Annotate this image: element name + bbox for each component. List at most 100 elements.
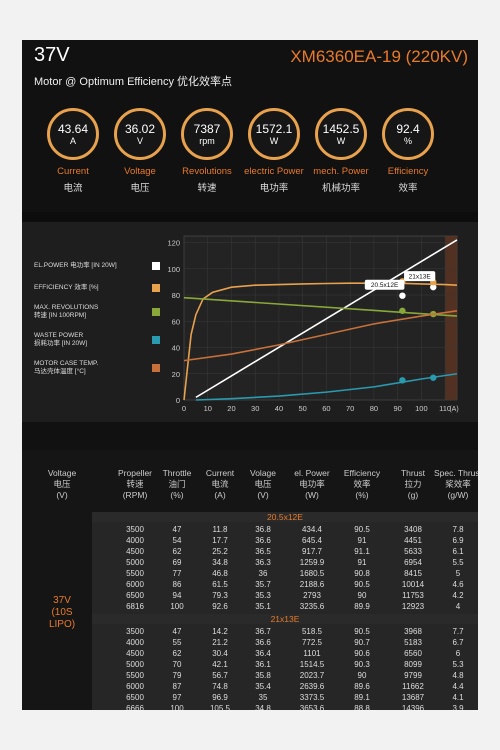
summary-panel: 37V XM6360EA-19 (220KV) Motor @ Optimum … [22, 40, 478, 212]
annotation-box [364, 279, 405, 290]
legend-swatch [152, 308, 160, 316]
table-cell: 94 [172, 591, 182, 600]
x-tick-label: 50 [299, 404, 307, 413]
table-cell: 4 [455, 602, 461, 611]
table-row: 6000 87 74.8 35.4 2639.6 89.6 11662 4.4 [22, 681, 478, 692]
table-cell: 4.2 [452, 591, 464, 600]
gauge-label-en: Revolutions [182, 166, 232, 177]
table-cell: 2639.6 [299, 682, 325, 691]
table-cell: 89.6 [354, 682, 370, 691]
table-cell: 6954 [404, 558, 422, 567]
table-cell: 14.2 [212, 627, 228, 636]
column-header-line: 拉力 [404, 479, 422, 489]
table-cell: 2023.7 [299, 671, 325, 680]
table-cell: 100 [170, 704, 184, 710]
section-header: 20.5x12E [92, 512, 478, 522]
table-cell: 645.4 [301, 536, 323, 545]
table-cell: 89.1 [354, 693, 370, 702]
table-cell: 434.4 [301, 525, 323, 534]
model-title: XM6360EA-19 (220KV) [290, 47, 468, 66]
series-line [183, 296, 458, 317]
series-point [399, 292, 406, 299]
column-header-line: Propeller [117, 468, 153, 478]
table-row: 5500 77 46.8 36 1680.5 90.8 8415 5 [22, 568, 478, 579]
table-cell: 47 [172, 525, 182, 534]
column-header: Current 电流 (A) [206, 468, 234, 501]
gauge-label-en: Efficiency [387, 166, 429, 177]
table-cell: 36.4 [255, 649, 271, 658]
table-row: 6500 97 96.9 35 3373.5 89.1 13687 4.1 [22, 692, 478, 703]
gauge-ring: 43.64 A [47, 108, 99, 160]
gauge-ring: 1572.1 W [248, 108, 300, 160]
table-cell: 100 [170, 602, 184, 611]
gauge-revolutions: 7387 rpm Revolutions 转速 [176, 108, 238, 194]
table-cell: 90.5 [354, 525, 370, 534]
table-row: 6666 100 105.5 34.8 3653.6 88.8 14396 3.9 [22, 703, 478, 710]
table-cell: 6.1 [452, 547, 464, 556]
series-line [195, 372, 458, 401]
table-cell: 30.4 [212, 649, 228, 658]
series-point [399, 307, 406, 314]
table-cell: 5 [455, 569, 461, 578]
table-cell: 90.3 [354, 660, 370, 669]
x-tick-label: 110 [439, 404, 451, 413]
table-cell: 3.9 [452, 704, 464, 710]
legend-item-case-temp: MOTOR CASE TEMP. 马达壳体温度 [°C] [34, 360, 160, 376]
gauge-unit: % [403, 135, 412, 146]
table-cell: 35.1 [255, 602, 271, 611]
legend-label: MAX. REVOLUTIONS [34, 304, 99, 311]
table-cell: 6 [455, 649, 461, 658]
table-cell: 518.5 [301, 627, 323, 636]
column-header: Voltage 电压 (V) [48, 468, 76, 501]
y-tick-label: 60 [172, 317, 180, 326]
table-cell: 917.7 [301, 547, 323, 556]
table-cell: 5.3 [452, 660, 464, 669]
column-header-line: 效率 [353, 479, 371, 489]
table-row: 3500 47 11.8 36.8 434.4 90.5 3408 7.8 [22, 524, 478, 535]
gauge-label-cn: 机械功率 [321, 183, 360, 194]
column-header: Throttle 油门 (%) [163, 468, 192, 501]
column-header-line: 桨效率 [445, 479, 471, 489]
x-tick-label: 60 [322, 404, 330, 413]
x-tick-label: 20 [227, 404, 235, 413]
table-cell: 36.3 [255, 558, 271, 567]
column-header-line: (W) [305, 490, 319, 500]
column-header-line: 电压 [53, 479, 71, 489]
table-cell: 105.5 [209, 704, 231, 710]
gauge-label-cn: 电流 [63, 183, 83, 194]
column-header-line: Efficiency [343, 468, 381, 478]
table-cell: 79 [172, 671, 182, 680]
table-cell: 90 [357, 591, 367, 600]
column-header-line: Throttle [162, 468, 192, 478]
spec-card: 37V XM6360EA-19 (220KV) Motor @ Optimum … [22, 40, 478, 710]
legend-label-2: 损耗功率 [IN 20W] [34, 340, 88, 347]
table-cell: 69 [172, 558, 182, 567]
table-cell: 17.7 [212, 536, 228, 545]
table-cell: 6666 [126, 704, 144, 710]
table-row: 3500 47 14.2 36.7 518.5 90.5 3968 7.7 [22, 626, 478, 637]
annotation-label: 20.5x12E [371, 282, 399, 289]
x-tick-label: 90 [393, 404, 401, 413]
column-header-line: 电流 [211, 479, 229, 489]
gauge-label-cn: 电功率 [259, 183, 289, 194]
annotation-box [404, 271, 436, 282]
table-cell: 35.4 [255, 682, 271, 691]
gauge-ring: 1452.5 W [315, 108, 367, 160]
table-cell: 11662 [402, 682, 424, 691]
table-cell: 5.5 [452, 558, 464, 567]
performance-table: Voltage 电压 (V) Propeller 转速 (RPM) Throttle 油门 (%… [22, 450, 478, 710]
table-row: 6816 100 92.6 35.1 3235.6 89.9 12923 4 [22, 601, 478, 612]
gauge-value: 36.02 [124, 121, 156, 136]
column-header: Spec. Thrust 桨效率 (g/W) [434, 468, 478, 501]
voltage-title: 37V [34, 44, 70, 66]
table-cell: 55 [172, 638, 182, 647]
gauge-label-en: electric Power [244, 166, 304, 177]
legend-item-waste-power: WASTE POWER 损耗功率 [IN 20W] [34, 332, 160, 348]
legend-label: EFFICIENCY 效率 [%] [34, 284, 99, 291]
gauge-row: 43.64 A Current 电流 36.02 V Voltage 电压 7387… [42, 108, 472, 208]
table-cell: 90.5 [354, 580, 370, 589]
table-cell: 4451 [404, 536, 422, 545]
gauge-efficiency: 92.4% Efficiency 效率 [377, 108, 439, 194]
gauge-label-en: mech. Power [313, 166, 369, 177]
column-header-line: (g/W) [447, 490, 469, 500]
